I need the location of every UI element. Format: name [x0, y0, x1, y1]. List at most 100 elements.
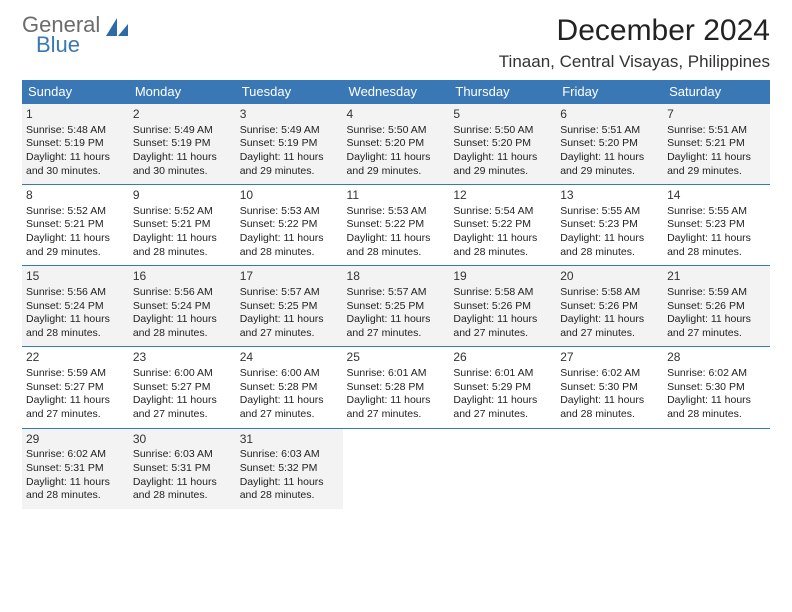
daylight-line: Daylight: 11 hours and 28 minutes.: [667, 232, 766, 259]
calendar-day-cell: 28Sunrise: 6:02 AMSunset: 5:30 PMDayligh…: [663, 347, 770, 428]
daylight-line: Daylight: 11 hours and 29 minutes.: [347, 151, 446, 178]
sunset-line: Sunset: 5:24 PM: [133, 300, 232, 314]
daylight-line: Daylight: 11 hours and 27 minutes.: [133, 394, 232, 421]
sunset-line: Sunset: 5:21 PM: [26, 218, 125, 232]
sunrise-line: Sunrise: 5:56 AM: [26, 286, 125, 300]
daylight-line: Daylight: 11 hours and 27 minutes.: [453, 394, 552, 421]
day-number: 17: [240, 269, 339, 285]
calendar-day-cell: 8Sunrise: 5:52 AMSunset: 5:21 PMDaylight…: [22, 185, 129, 266]
daylight-line: Daylight: 11 hours and 27 minutes.: [240, 313, 339, 340]
day-number: 5: [453, 107, 552, 123]
day-number: 3: [240, 107, 339, 123]
daylight-line: Daylight: 11 hours and 27 minutes.: [26, 394, 125, 421]
day-number: 7: [667, 107, 766, 123]
daylight-line: Daylight: 11 hours and 29 minutes.: [560, 151, 659, 178]
calendar-header-row: SundayMondayTuesdayWednesdayThursdayFrid…: [22, 80, 770, 104]
sunrise-line: Sunrise: 5:58 AM: [560, 286, 659, 300]
calendar-day-cell: 30Sunrise: 6:03 AMSunset: 5:31 PMDayligh…: [129, 428, 236, 509]
sunset-line: Sunset: 5:32 PM: [240, 462, 339, 476]
day-number: 19: [453, 269, 552, 285]
sunset-line: Sunset: 5:24 PM: [26, 300, 125, 314]
sunset-line: Sunset: 5:19 PM: [240, 137, 339, 151]
calendar-day-cell: 1Sunrise: 5:48 AMSunset: 5:19 PMDaylight…: [22, 104, 129, 185]
sunset-line: Sunset: 5:23 PM: [667, 218, 766, 232]
calendar-day-cell: 13Sunrise: 5:55 AMSunset: 5:23 PMDayligh…: [556, 185, 663, 266]
daylight-line: Daylight: 11 hours and 28 minutes.: [133, 313, 232, 340]
day-number: 28: [667, 350, 766, 366]
calendar-day-cell: 10Sunrise: 5:53 AMSunset: 5:22 PMDayligh…: [236, 185, 343, 266]
sunset-line: Sunset: 5:26 PM: [560, 300, 659, 314]
daylight-line: Daylight: 11 hours and 28 minutes.: [560, 232, 659, 259]
day-number: 24: [240, 350, 339, 366]
day-number: 11: [347, 188, 446, 204]
sunset-line: Sunset: 5:20 PM: [347, 137, 446, 151]
sunrise-line: Sunrise: 5:55 AM: [560, 205, 659, 219]
calendar-day-cell: 15Sunrise: 5:56 AMSunset: 5:24 PMDayligh…: [22, 266, 129, 347]
calendar-day-cell: 3Sunrise: 5:49 AMSunset: 5:19 PMDaylight…: [236, 104, 343, 185]
calendar-day-cell: 24Sunrise: 6:00 AMSunset: 5:28 PMDayligh…: [236, 347, 343, 428]
page-title: December 2024: [499, 14, 770, 48]
sunrise-line: Sunrise: 5:49 AM: [133, 124, 232, 138]
day-number: 10: [240, 188, 339, 204]
day-header: Saturday: [663, 80, 770, 104]
daylight-line: Daylight: 11 hours and 27 minutes.: [347, 313, 446, 340]
calendar-table: SundayMondayTuesdayWednesdayThursdayFrid…: [22, 80, 770, 509]
sunrise-line: Sunrise: 5:57 AM: [240, 286, 339, 300]
sunset-line: Sunset: 5:25 PM: [240, 300, 339, 314]
daylight-line: Daylight: 11 hours and 30 minutes.: [133, 151, 232, 178]
calendar-day-cell: 14Sunrise: 5:55 AMSunset: 5:23 PMDayligh…: [663, 185, 770, 266]
day-number: 2: [133, 107, 232, 123]
daylight-line: Daylight: 11 hours and 29 minutes.: [26, 232, 125, 259]
daylight-line: Daylight: 11 hours and 28 minutes.: [240, 476, 339, 503]
daylight-line: Daylight: 11 hours and 28 minutes.: [26, 476, 125, 503]
day-number: 1: [26, 107, 125, 123]
sunrise-line: Sunrise: 6:03 AM: [133, 448, 232, 462]
day-number: 31: [240, 432, 339, 448]
daylight-line: Daylight: 11 hours and 28 minutes.: [560, 394, 659, 421]
sunrise-line: Sunrise: 5:58 AM: [453, 286, 552, 300]
sunrise-line: Sunrise: 5:49 AM: [240, 124, 339, 138]
daylight-line: Daylight: 11 hours and 27 minutes.: [240, 394, 339, 421]
day-number: 21: [667, 269, 766, 285]
sunrise-line: Sunrise: 6:02 AM: [667, 367, 766, 381]
calendar-day-cell: 6Sunrise: 5:51 AMSunset: 5:20 PMDaylight…: [556, 104, 663, 185]
sunset-line: Sunset: 5:22 PM: [240, 218, 339, 232]
sunset-line: Sunset: 5:25 PM: [347, 300, 446, 314]
sunrise-line: Sunrise: 5:48 AM: [26, 124, 125, 138]
sunrise-line: Sunrise: 5:50 AM: [453, 124, 552, 138]
calendar-day-cell: 4Sunrise: 5:50 AMSunset: 5:20 PMDaylight…: [343, 104, 450, 185]
day-number: 27: [560, 350, 659, 366]
sunset-line: Sunset: 5:22 PM: [453, 218, 552, 232]
sunset-line: Sunset: 5:22 PM: [347, 218, 446, 232]
day-number: 30: [133, 432, 232, 448]
day-number: 8: [26, 188, 125, 204]
calendar-day-cell: 17Sunrise: 5:57 AMSunset: 5:25 PMDayligh…: [236, 266, 343, 347]
calendar-day-cell: 11Sunrise: 5:53 AMSunset: 5:22 PMDayligh…: [343, 185, 450, 266]
day-number: 25: [347, 350, 446, 366]
sunset-line: Sunset: 5:20 PM: [453, 137, 552, 151]
title-block: December 2024 Tinaan, Central Visayas, P…: [499, 14, 770, 72]
daylight-line: Daylight: 11 hours and 28 minutes.: [347, 232, 446, 259]
day-number: 15: [26, 269, 125, 285]
location-text: Tinaan, Central Visayas, Philippines: [499, 52, 770, 72]
sunset-line: Sunset: 5:27 PM: [26, 381, 125, 395]
day-header: Thursday: [449, 80, 556, 104]
calendar-day-cell: 9Sunrise: 5:52 AMSunset: 5:21 PMDaylight…: [129, 185, 236, 266]
daylight-line: Daylight: 11 hours and 27 minutes.: [453, 313, 552, 340]
calendar-day-cell: 5Sunrise: 5:50 AMSunset: 5:20 PMDaylight…: [449, 104, 556, 185]
sunset-line: Sunset: 5:26 PM: [453, 300, 552, 314]
sunset-line: Sunset: 5:28 PM: [347, 381, 446, 395]
day-number: 9: [133, 188, 232, 204]
sunset-line: Sunset: 5:21 PM: [133, 218, 232, 232]
sunset-line: Sunset: 5:19 PM: [133, 137, 232, 151]
daylight-line: Daylight: 11 hours and 29 minutes.: [667, 151, 766, 178]
calendar-day-cell: 31Sunrise: 6:03 AMSunset: 5:32 PMDayligh…: [236, 428, 343, 509]
day-header: Monday: [129, 80, 236, 104]
calendar-day-cell: 23Sunrise: 6:00 AMSunset: 5:27 PMDayligh…: [129, 347, 236, 428]
day-header: Wednesday: [343, 80, 450, 104]
daylight-line: Daylight: 11 hours and 29 minutes.: [453, 151, 552, 178]
logo-text: General Blue: [22, 14, 100, 56]
sunset-line: Sunset: 5:26 PM: [667, 300, 766, 314]
sunrise-line: Sunrise: 5:53 AM: [240, 205, 339, 219]
daylight-line: Daylight: 11 hours and 28 minutes.: [240, 232, 339, 259]
